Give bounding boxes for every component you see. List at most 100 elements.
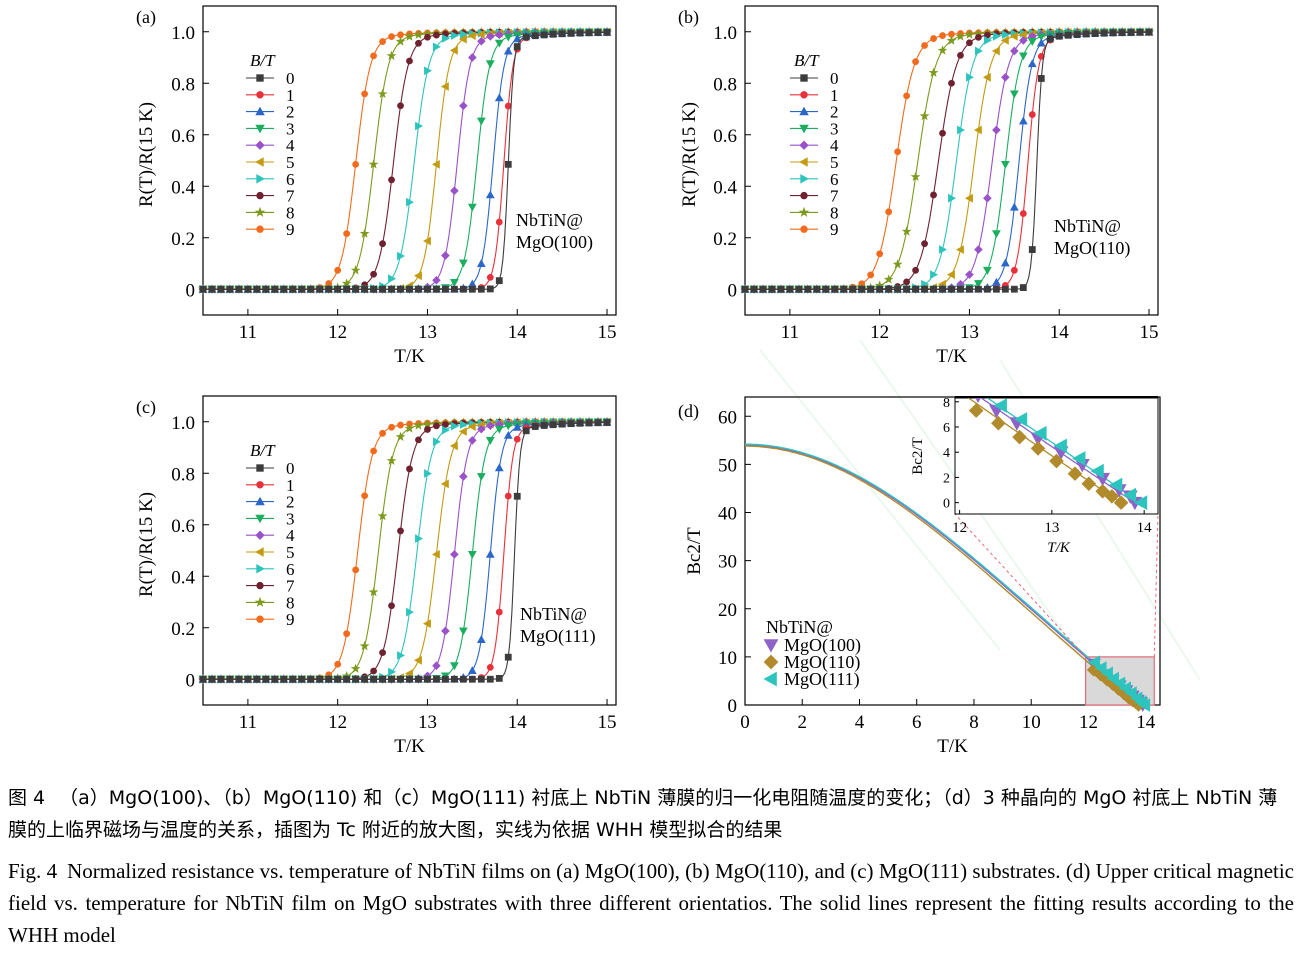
legend-entry-4: 4 — [286, 526, 295, 545]
legend-marker — [800, 225, 808, 233]
data-point — [804, 285, 812, 293]
data-point — [449, 278, 459, 287]
data-point — [459, 285, 467, 293]
data-point — [477, 424, 486, 434]
inset-x-tick-label: 13 — [1044, 520, 1059, 536]
data-point — [433, 422, 440, 430]
data-point — [395, 431, 406, 442]
legend-marker — [255, 496, 265, 506]
data-point — [549, 421, 557, 429]
data-point — [513, 43, 521, 50]
data-point — [503, 430, 513, 439]
legend-entry-5: 5 — [286, 153, 295, 172]
data-point — [531, 423, 539, 430]
series-line — [745, 31, 1150, 290]
inset-data-point — [1090, 463, 1104, 479]
data-point — [370, 447, 377, 455]
data-point — [939, 129, 946, 137]
data-point — [955, 245, 964, 254]
legend-marker — [800, 91, 808, 99]
data-point — [388, 274, 397, 284]
data-point — [289, 675, 297, 683]
data-point — [377, 510, 388, 521]
data-point — [459, 29, 468, 39]
data-point — [441, 251, 450, 260]
data-point — [992, 285, 1000, 293]
data-point — [494, 39, 504, 48]
x-tick-label: 11 — [239, 322, 257, 343]
inset-x-tick-label: 12 — [952, 520, 967, 536]
inset-data-point — [1013, 412, 1028, 427]
data-point — [1009, 90, 1019, 99]
data-point — [406, 197, 415, 207]
x-tick-label: 14 — [1050, 322, 1070, 343]
legend-marker — [255, 106, 265, 116]
data-point — [476, 30, 485, 39]
data-point — [858, 285, 866, 293]
data-point — [377, 88, 388, 99]
data-point — [883, 274, 894, 284]
data-point — [253, 675, 261, 683]
data-point — [939, 285, 946, 293]
y-axis-label: R(T)/R(15 K) — [679, 102, 700, 207]
data-point — [495, 218, 503, 226]
data-point — [912, 58, 919, 66]
legend-marker — [800, 174, 809, 184]
data-point — [485, 436, 495, 445]
data-point — [964, 29, 975, 39]
caption-chinese: 图 4 （a）MgO(100)、（b）MgO(110) 和（c）MgO(111) … — [8, 782, 1294, 846]
data-point — [433, 31, 440, 39]
data-point — [921, 42, 928, 49]
data-point — [1037, 52, 1045, 60]
legend-marker — [255, 547, 264, 557]
data-point — [594, 29, 602, 36]
data-point — [422, 419, 433, 429]
sample-annotation: MgO(100) — [516, 232, 593, 253]
data-point — [415, 39, 422, 47]
inset-data-point — [1113, 495, 1129, 510]
data-point — [361, 285, 369, 293]
series-B-0 — [199, 29, 611, 293]
data-point — [440, 82, 449, 91]
data-point — [786, 285, 794, 293]
data-point — [939, 32, 946, 39]
data-point — [289, 285, 297, 293]
data-point — [388, 667, 397, 677]
data-point — [946, 270, 955, 280]
data-point — [422, 236, 431, 246]
data-point — [343, 230, 351, 238]
data-point — [982, 266, 992, 275]
data-point — [450, 550, 459, 559]
data-point — [352, 160, 360, 168]
y-axis-label: Bc2/T — [684, 527, 705, 575]
data-point — [974, 46, 983, 56]
series-B-0 — [741, 28, 1153, 293]
data-point — [1001, 285, 1009, 293]
inset-data-point — [1108, 477, 1123, 493]
legend-marker — [799, 140, 809, 150]
data-point — [1027, 59, 1037, 68]
series-B-0 — [199, 419, 611, 683]
legend-marker — [255, 530, 265, 540]
data-point — [467, 31, 476, 41]
y-tick-label: 60 — [718, 407, 737, 428]
data-point — [397, 527, 404, 535]
data-point — [494, 93, 504, 102]
data-point — [867, 285, 875, 293]
data-point — [1000, 258, 1010, 267]
data-point — [1118, 29, 1126, 37]
data-point — [468, 675, 476, 683]
data-point — [1028, 111, 1036, 118]
caption-english: Fig. 4 Normalized resistance vs. temperat… — [8, 855, 1294, 951]
data-point — [450, 421, 459, 431]
legend-entry-7: 7 — [286, 187, 295, 206]
data-point — [343, 675, 351, 683]
data-point — [503, 46, 513, 55]
data-point — [468, 53, 477, 62]
data-point — [468, 436, 477, 445]
data-point — [603, 29, 611, 36]
data-point — [504, 653, 512, 661]
inset-x-tick-label: 14 — [1137, 520, 1153, 536]
data-point — [1046, 35, 1054, 43]
